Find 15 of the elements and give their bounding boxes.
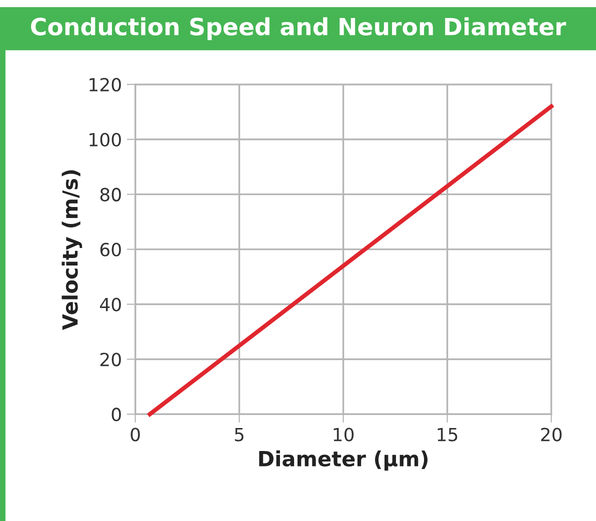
y-tick-label: 100 (90, 132, 121, 146)
y-tick-label: 80 (100, 188, 121, 202)
chart-title: Conduction Speed and Neuron Diameter (31, 17, 566, 40)
y-tick-label: 40 (100, 298, 121, 312)
y-tick-label: 60 (100, 242, 121, 256)
y-tick-label: 0 (112, 408, 121, 422)
y-tick-label: 120 (90, 78, 121, 92)
x-tick-label: 5 (234, 428, 244, 442)
x-tick-label: 15 (438, 428, 458, 442)
y-tick-label: 20 (100, 352, 121, 366)
x-tick-label: 20 (541, 428, 562, 442)
x-tick-label: 10 (334, 428, 354, 442)
y-axis-title: Velocity (m/s) (62, 170, 82, 330)
x-tick-label: 0 (130, 428, 140, 442)
x-axis-title: Diameter (µm) (259, 450, 428, 471)
